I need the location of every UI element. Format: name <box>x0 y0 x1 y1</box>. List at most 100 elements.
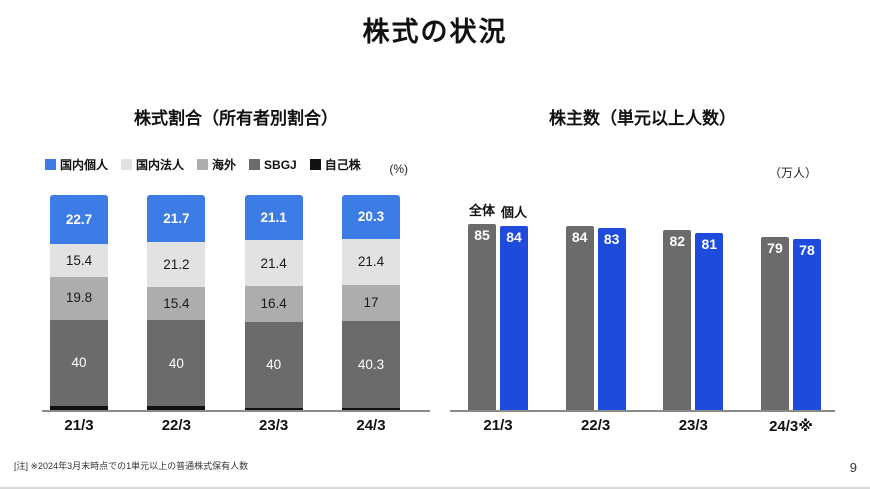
bar-group: 84 83 <box>565 226 626 410</box>
category-label: 23/3 <box>259 417 289 434</box>
ownership-ratio-chart-panel: 株式割合（所有者別割合） 国内個人 国内法人 海外 SBGJ 自己株 (%) 22.7 1… <box>40 104 432 454</box>
bar-segment: 40.3 <box>341 321 400 408</box>
bar-segment: 16.4 <box>244 286 303 322</box>
x-axis-labels: 21/3 22/3 23/3 24/3※ <box>450 417 835 435</box>
legend-item: 国内個人 <box>45 156 108 173</box>
bar-segment: 40 <box>147 320 206 407</box>
bar-value-label: 21.2 <box>163 256 190 272</box>
percent-unit-label: (%) <box>389 162 408 176</box>
legend-label: SBGJ <box>264 157 297 172</box>
series-name-label: 個人 <box>500 205 527 221</box>
bar-column: 個人 84 <box>500 202 528 410</box>
bar: 83 <box>597 228 626 410</box>
bar-value-label: 15.4 <box>163 296 190 312</box>
bar-value-label: 40 <box>168 355 184 371</box>
legend-swatch-icon <box>121 159 133 170</box>
bar-column: 78 <box>792 239 821 410</box>
bar-segment <box>244 407 303 410</box>
legend-swatch-icon <box>197 159 209 170</box>
bar-value-label: 21.1 <box>260 209 287 225</box>
bar-value-label: 20.3 <box>357 209 385 225</box>
series-name-label: 全体 <box>468 202 495 218</box>
bar-value-label: 15.4 <box>65 252 93 268</box>
legend-label: 国内法人 <box>136 158 185 172</box>
bar-segment: 15.4 <box>50 243 108 277</box>
bar-value-label: 17 <box>363 295 379 311</box>
bar-value-label: 81 <box>701 235 718 252</box>
bottom-edge-line <box>0 487 870 489</box>
bar: 84 <box>500 226 528 410</box>
bar-segment: 21.4 <box>244 240 303 287</box>
bar-value-label: 84 <box>571 229 588 246</box>
bar-segment: 19.8 <box>50 276 108 320</box>
bar-value-label: 79 <box>767 240 783 256</box>
ten-thousand-unit-label: （万人） <box>768 166 817 180</box>
bar-group: 82 81 <box>663 230 724 410</box>
bar-column: 81 <box>695 232 724 410</box>
shareholder-count-chart-panel: 株主数（単元以上人数） （万人） 全体 85 個人 84 84 83 82 81 79 78 21… <box>450 104 835 454</box>
bar: 84 <box>565 226 594 410</box>
bar-value-label: 21.4 <box>357 253 385 269</box>
bar-segment <box>147 406 206 410</box>
bar-value-label: 82 <box>669 233 686 250</box>
bar-value-label: 78 <box>799 242 815 259</box>
bar-segment: 15.4 <box>147 287 206 321</box>
bar-segment: 22.7 <box>50 195 108 244</box>
ownership-legend: 国内個人 国内法人 海外 SBGJ 自己株 <box>45 156 408 173</box>
bar-segment: 40 <box>50 319 108 406</box>
legend-swatch-icon <box>45 159 56 170</box>
bar-segment: 21.7 <box>147 195 206 242</box>
category-label: 24/3 <box>356 417 386 434</box>
bar-segment: 40 <box>244 321 303 408</box>
bar-value-label: 16.4 <box>260 296 287 312</box>
bar-segment: 21.1 <box>244 195 303 241</box>
page-title: 株式の状況 <box>362 17 508 47</box>
x-axis-line <box>450 410 835 412</box>
category-label: 23/3 <box>678 417 708 434</box>
legend-item: 自己株 <box>309 156 361 173</box>
legend-item: 国内法人 <box>121 156 184 173</box>
legend-swatch-icon <box>249 159 261 170</box>
legend-label: 海外 <box>212 158 237 172</box>
category-label: 22/3 <box>581 417 611 434</box>
bar-value-label: 40 <box>71 354 87 370</box>
bar-segment: 20.3 <box>341 195 400 239</box>
legend-label: 国内個人 <box>60 158 109 172</box>
stacked-bar: 20.3 21.4 17 40.3 <box>341 195 400 410</box>
x-axis-labels: 21/3 22/3 23/3 24/3 <box>40 417 432 434</box>
bar-segment: 21.2 <box>147 241 206 288</box>
ownership-chart-title: 株式割合（所有者別割合） <box>134 109 338 128</box>
bar-segment: 17 <box>341 284 400 322</box>
bar-column: 83 <box>597 228 626 410</box>
grouped-bar-plot: 全体 85 個人 84 84 83 82 81 79 78 <box>450 170 835 410</box>
stacked-bar: 21.7 21.2 15.4 40 <box>147 195 206 410</box>
bar-column: 84 <box>565 226 594 410</box>
bar-column: 全体 85 <box>468 200 496 410</box>
x-axis-line <box>42 410 430 412</box>
bar: 82 <box>663 230 692 410</box>
bar-value-label: 84 <box>506 229 522 246</box>
legend-item: 海外 <box>197 156 236 173</box>
bar-value-label: 21.4 <box>260 255 287 271</box>
shareholder-chart-title: 株主数（単元以上人数） <box>549 109 736 128</box>
bar: 78 <box>792 239 821 410</box>
category-label: 22/3 <box>161 417 191 434</box>
legend-label: 自己株 <box>324 158 361 172</box>
category-label: 21/3 <box>64 417 94 434</box>
bar-column: 82 <box>663 230 692 410</box>
bar-segment: 21.4 <box>341 238 400 285</box>
legend-item: SBGJ <box>249 158 297 172</box>
category-label: 24/3※ <box>769 418 813 435</box>
bar: 81 <box>695 232 724 410</box>
bar-value-label: 40.3 <box>357 356 385 372</box>
bar-value-label: 22.7 <box>65 211 93 227</box>
bar-group: 全体 85 個人 84 <box>468 200 528 410</box>
bar-value-label: 85 <box>474 226 490 243</box>
footnote: [注] ※2024年3月末時点での1単元以上の普通株式保有人数 <box>14 461 249 471</box>
bar-value-label: 83 <box>603 231 620 248</box>
stacked-bar-plot: 22.7 15.4 19.8 40 21.7 21.2 15.4 40 21.1 21.4 16.4… <box>40 195 432 410</box>
bar-value-label: 40 <box>266 356 282 372</box>
stacked-bar: 22.7 15.4 19.8 40 <box>50 195 108 410</box>
bar: 85 <box>468 223 496 410</box>
